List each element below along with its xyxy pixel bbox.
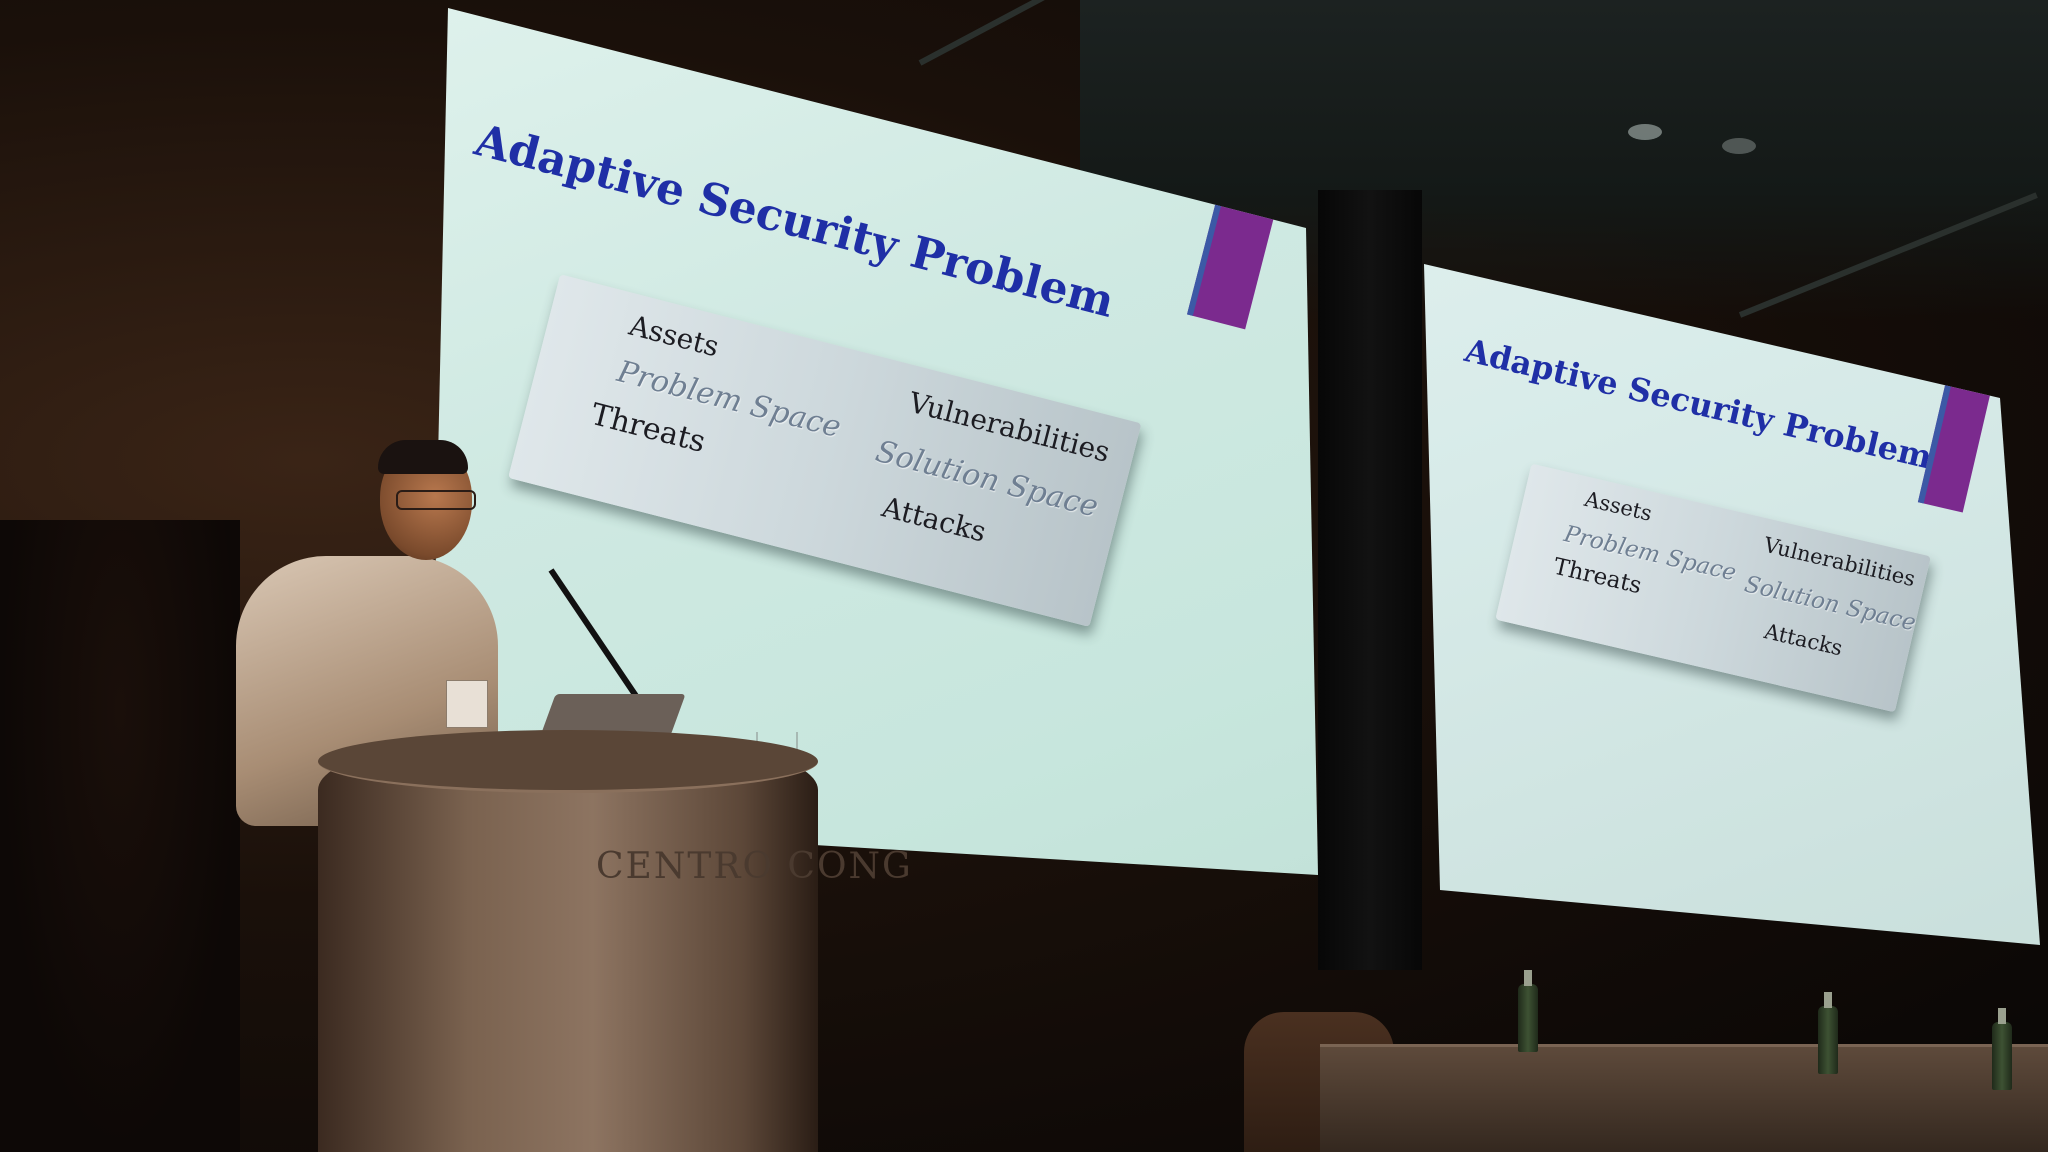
term-assets: Assets bbox=[625, 308, 723, 364]
ceiling-beam bbox=[918, 0, 1081, 66]
screen-divider bbox=[1318, 190, 1422, 970]
glasses bbox=[396, 490, 476, 510]
term-attacks: Attacks bbox=[878, 490, 990, 549]
terms-box: Assets Vulnerabilities Problem Space Sol… bbox=[508, 274, 1142, 627]
speaker-hair bbox=[378, 440, 468, 474]
water-bottle bbox=[1518, 970, 1538, 1052]
ceiling-light bbox=[1628, 124, 1662, 140]
term-assets: Assets bbox=[1582, 486, 1655, 526]
term-attacks: Attacks bbox=[1762, 619, 1845, 661]
podium-logo: CENTRO CONG bbox=[596, 846, 913, 887]
podium bbox=[318, 730, 818, 1152]
terms-box: Assets Vulnerabilities Problem Space Sol… bbox=[1495, 463, 1931, 713]
panel-table bbox=[1320, 1044, 2048, 1152]
podium-top bbox=[318, 730, 818, 793]
slide-title: Adaptive Security Problem bbox=[1461, 331, 1936, 477]
water-bottle bbox=[1818, 992, 1838, 1074]
audience-silhouette bbox=[0, 520, 240, 1152]
water-bottle bbox=[1992, 1008, 2012, 1090]
name-badge bbox=[446, 680, 488, 728]
ceiling-light bbox=[1722, 138, 1756, 154]
